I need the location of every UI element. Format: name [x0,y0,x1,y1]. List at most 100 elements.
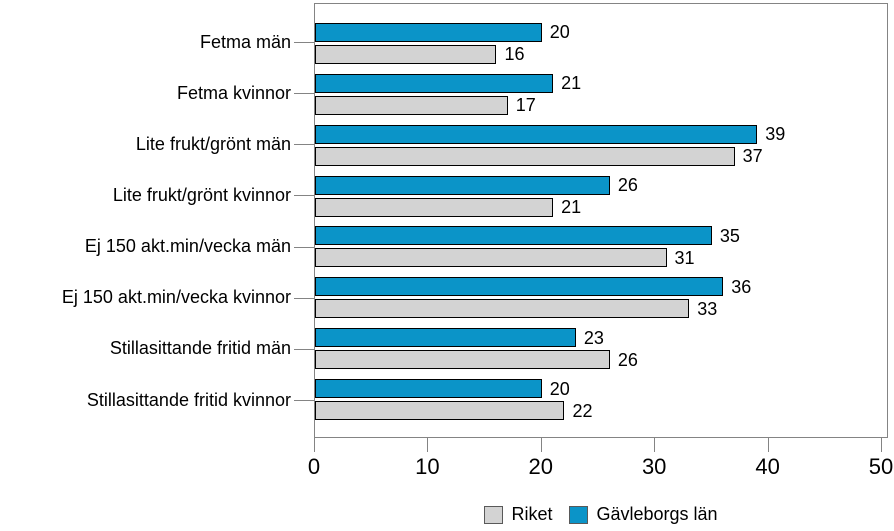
bar-riket [315,44,497,64]
bar-value-label: 17 [515,95,536,116]
bar-group-stillasittande-fritid-män: 23 26 [315,323,882,374]
bar-line: 23 [315,327,882,348]
bar-value-label: 39 [765,124,786,145]
legend-label: Gävleborgs län [596,504,718,525]
bar-gävleborgs-län [315,379,542,399]
category-tick-mark [294,195,314,197]
bar-value-label: 21 [561,73,582,94]
x-axis-tick-label: 20 [528,454,554,479]
bar-line: 26 [315,349,882,370]
category-tick-mark [294,348,314,350]
bar-line: 33 [315,298,882,319]
x-axis-tick-label: 0 [307,454,321,479]
bar-group-fetma-kvinnor: 21 17 [315,69,882,120]
category-tick-mark [294,297,314,299]
category-label-row: Fetma män [0,17,314,68]
x-axis-tick-mark [314,438,315,452]
bar-line: 31 [315,247,882,268]
bar-group-fetma-män: 20 16 [315,18,882,69]
bar-value-label: 35 [719,225,740,246]
bar-value-label: 22 [572,400,593,421]
bar-gävleborgs-län [315,328,576,348]
bar-line: 35 [315,225,882,246]
bar-value-label: 31 [674,247,695,268]
category-tick-mark [294,93,314,95]
bar-riket [315,197,554,217]
bar-riket [315,146,735,166]
bar-riket [315,248,667,268]
bar-riket [315,350,610,370]
legend-swatch-riket [484,505,504,524]
x-axis-tick-label: 50 [868,454,894,479]
bar-riket [315,299,690,319]
bar-gävleborgs-län [315,226,712,246]
bar-group-lite-frukt-grönt-kvinnor: 26 21 [315,171,882,222]
bar-value-label: 21 [561,197,582,218]
category-label-ej-150-akt-min-vecka-kvinnor: Ej 150 akt.min/vecka kvinnor [61,287,291,308]
bar-value-label: 20 [549,378,570,399]
x-axis-tick-label: 10 [415,454,440,479]
bar-line: 21 [315,73,882,94]
bar-value-label: 37 [742,146,763,167]
category-label-lite-frukt-grönt-kvinnor: Lite frukt/grönt kvinnor [112,185,291,206]
bar-group-stillasittande-fritid-kvinnor: 20 22 [315,374,882,425]
category-label-stillasittande-fritid-kvinnor: Stillasittande fritid kvinnor [86,389,291,410]
bar-group-ej-150-akt-min-vecka-män: 35 31 [315,222,882,273]
category-label-fetma-män: Fetma män [199,31,291,52]
category-label-row: Stillasittande fritid kvinnor [0,375,314,426]
bar-gävleborgs-län [315,175,610,195]
legend-label: Riket [511,504,553,525]
x-axis-tick-mark [767,438,769,452]
bar-value-label: 20 [549,22,570,43]
bar-value-label: 16 [504,44,525,65]
bar-gävleborgs-län [315,22,542,42]
x-axis-tick-label: 30 [641,454,667,479]
x-axis-tick-mark [427,438,429,452]
bar-group-ej-150-akt-min-vecka-kvinnor: 36 33 [315,272,882,323]
x-axis-tick-mark [881,438,882,452]
category-label-row: Lite frukt/grönt kvinnor [0,170,314,221]
category-label-ej-150-akt-min-vecka-män: Ej 150 akt.min/vecka män [84,236,291,257]
legend-swatch-gävleborgs-län [569,505,589,524]
category-label-lite-frukt-grönt-män: Lite frukt/grönt män [135,133,291,154]
bar-value-label: 26 [617,175,638,196]
bar-value-label: 23 [583,327,604,348]
bar-line: 17 [315,95,882,116]
bar-value-label: 36 [731,276,752,297]
bar-value-label: 33 [697,298,718,319]
x-axis-tick-mark [654,438,656,452]
bar-line: 36 [315,276,882,297]
bar-line: 22 [315,400,882,421]
bar-gävleborgs-län [315,124,758,144]
category-label-fetma-kvinnor: Fetma kvinnor [176,82,291,103]
x-axis-tick-label: 40 [755,454,780,479]
bar-gävleborgs-län [315,73,554,93]
plot-area: 20 16 21 17 39 37 26 21 35 31 36 33 23 26 20 22 [314,3,888,438]
category-axis-labels: Fetma män Fetma kvinnor Lite frukt/grönt m… [0,3,314,438]
legend: Riket Gävleborgs län [314,502,888,528]
category-label-row: Stillasittande fritid män [0,324,314,375]
category-tick-mark [294,42,314,44]
bar-line: 26 [315,175,882,196]
bar-line: 16 [315,44,882,65]
bar-line: 20 [315,378,882,399]
category-tick-mark [294,144,314,146]
category-label-row: Ej 150 akt.min/vecka kvinnor [0,273,314,324]
category-label-row: Fetma kvinnor [0,68,314,119]
bar-riket [315,95,508,115]
category-label-stillasittande-fritid-män: Stillasittande fritid män [109,338,291,359]
bar-line: 21 [315,197,882,218]
x-axis-tick-mark [540,438,542,452]
bar-value-label: 26 [617,349,638,370]
bar-line: 37 [315,146,882,167]
x-axis: 0 10 20 30 40 50 [308,438,893,493]
category-label-row: Ej 150 akt.min/vecka män [0,222,314,273]
bar-gävleborgs-län [315,277,724,297]
category-tick-mark [294,399,314,401]
bar-line: 20 [315,22,882,43]
category-tick-mark [294,246,314,248]
legend-item-gävleborgs-län: Gävleborgs län [569,504,718,525]
bar-line: 39 [315,124,882,145]
category-label-row: Lite frukt/grönt män [0,119,314,170]
